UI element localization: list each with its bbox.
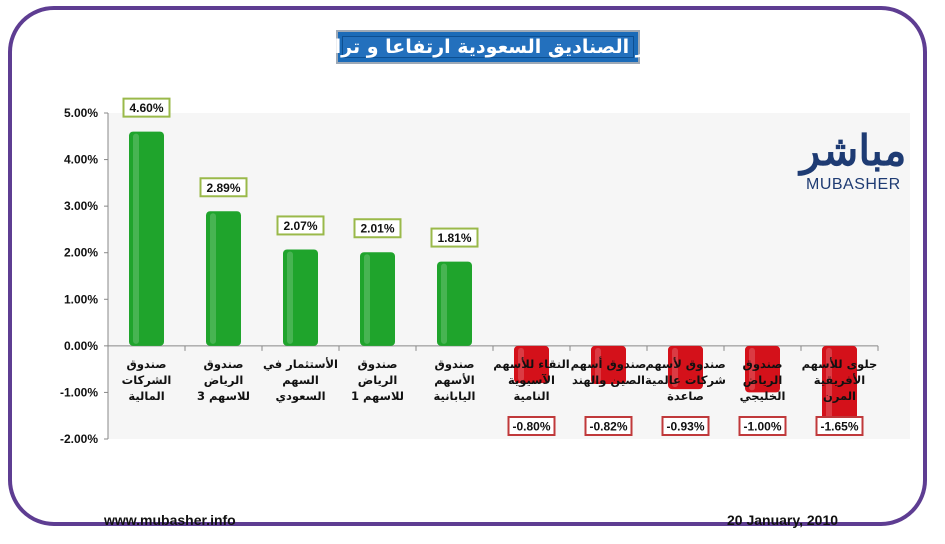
category-label: الآسيوية bbox=[508, 373, 555, 388]
category-label: صندوق bbox=[127, 357, 167, 372]
chart-title: اكثر الصناديق السعودية ارتفاعا و تراجعا bbox=[303, 36, 673, 58]
bar-8 bbox=[668, 345, 703, 390]
bar-highlight bbox=[441, 263, 447, 344]
category-label: صاعدة bbox=[667, 389, 704, 403]
y-tick-label: 0.00% bbox=[64, 339, 98, 353]
category-label: صندوق bbox=[358, 357, 398, 372]
bar-highlight bbox=[364, 254, 370, 344]
bar-highlight bbox=[287, 251, 293, 344]
chart-title-bg bbox=[342, 36, 634, 58]
bar-2 bbox=[206, 211, 241, 346]
category-label: للاسهم 3 bbox=[197, 389, 250, 403]
bar-highlight bbox=[672, 347, 678, 388]
data-label-box bbox=[199, 177, 248, 198]
bars bbox=[129, 131, 857, 423]
category-label: الخليجي bbox=[740, 389, 786, 403]
category-label: الأسهم bbox=[434, 373, 474, 387]
category-label: المرن bbox=[823, 389, 856, 403]
category-label: السعودي bbox=[275, 389, 325, 404]
data-label-box bbox=[122, 97, 171, 118]
category-label: جلوى للأسهم bbox=[802, 357, 878, 372]
data-label-box bbox=[276, 215, 325, 236]
category-label: الأستثمار في bbox=[263, 357, 338, 371]
category-label: النامية bbox=[513, 389, 549, 403]
bar-6 bbox=[514, 345, 549, 384]
data-label: -0.82% bbox=[589, 420, 627, 434]
y-tick-label: 1.00% bbox=[64, 292, 98, 306]
bar-highlight bbox=[210, 213, 216, 344]
date-label: 20 January, 2010 bbox=[727, 512, 839, 528]
category-label: اليابانية bbox=[434, 389, 476, 403]
category-label: صندوق bbox=[743, 357, 783, 372]
category-label: السهم bbox=[282, 373, 319, 387]
website-link[interactable]: www.mubasher.info bbox=[104, 512, 236, 528]
category-label: المالية bbox=[128, 389, 164, 403]
data-label-box bbox=[353, 218, 402, 239]
bar-highlight bbox=[518, 347, 524, 382]
data-label-box bbox=[815, 416, 864, 436]
chart-title-box: اكثر الصناديق السعودية ارتفاعا و تراجعا bbox=[303, 30, 673, 64]
category-label: للاسهم 1 bbox=[351, 389, 404, 403]
bar-highlight bbox=[595, 347, 601, 383]
bar-5 bbox=[437, 261, 472, 346]
bar-9 bbox=[745, 345, 780, 393]
y-tick-label: 4.00% bbox=[64, 153, 98, 167]
data-label: -0.80% bbox=[512, 420, 550, 434]
category-label: الصين والهند bbox=[572, 373, 645, 388]
category-label: صندوق bbox=[435, 357, 475, 372]
bar-3 bbox=[283, 249, 318, 346]
category-label: النقاء للأسهم bbox=[493, 357, 569, 371]
category-label: الرياض bbox=[743, 373, 783, 387]
bar-highlight bbox=[749, 347, 755, 391]
data-label: 1.81% bbox=[437, 231, 471, 245]
y-tick-label: -2.00% bbox=[60, 432, 98, 446]
bar-7 bbox=[591, 345, 626, 385]
data-label-box bbox=[507, 416, 556, 436]
data-label: 2.89% bbox=[206, 181, 240, 195]
y-tick-label: -1.00% bbox=[60, 385, 98, 399]
bar-highlight bbox=[826, 347, 832, 421]
category-label: صندوق bbox=[204, 357, 244, 372]
data-label-box bbox=[738, 416, 787, 436]
data-label: -1.65% bbox=[820, 420, 858, 434]
category-label: الشركات bbox=[122, 373, 172, 387]
category-label: الأفريقية bbox=[814, 373, 865, 387]
bar-highlight bbox=[133, 133, 139, 344]
logo-english: MUBASHER bbox=[806, 176, 901, 193]
data-label: -0.93% bbox=[666, 420, 704, 434]
category-label: شركات عالمية bbox=[645, 373, 726, 387]
data-label-box bbox=[584, 416, 633, 436]
category-label: صندوق أسهم bbox=[571, 356, 647, 372]
data-label: 4.60% bbox=[129, 101, 163, 115]
data-labels: 4.60% 2.89% 2.07% 2.01% 1.81% -0.80% -0.82% -0.… bbox=[122, 97, 864, 436]
data-label: 2.07% bbox=[283, 219, 317, 233]
data-label: 2.01% bbox=[360, 222, 394, 236]
logo-arabic: مباشر bbox=[800, 126, 907, 175]
y-tick-label: 2.00% bbox=[64, 246, 98, 260]
category-label: الرياض bbox=[358, 373, 398, 387]
data-label: -1.00% bbox=[743, 420, 781, 434]
bar-4 bbox=[360, 252, 395, 346]
data-label-box bbox=[661, 416, 710, 436]
y-tick-label: 3.00% bbox=[64, 199, 98, 213]
category-label: صندوق لأسهم bbox=[645, 357, 725, 372]
y-tick-label: 5.00% bbox=[64, 106, 98, 120]
category-label: الرياض bbox=[204, 373, 244, 387]
bar-10 bbox=[822, 345, 857, 423]
data-label-box bbox=[430, 227, 479, 248]
bar-1 bbox=[129, 131, 164, 346]
